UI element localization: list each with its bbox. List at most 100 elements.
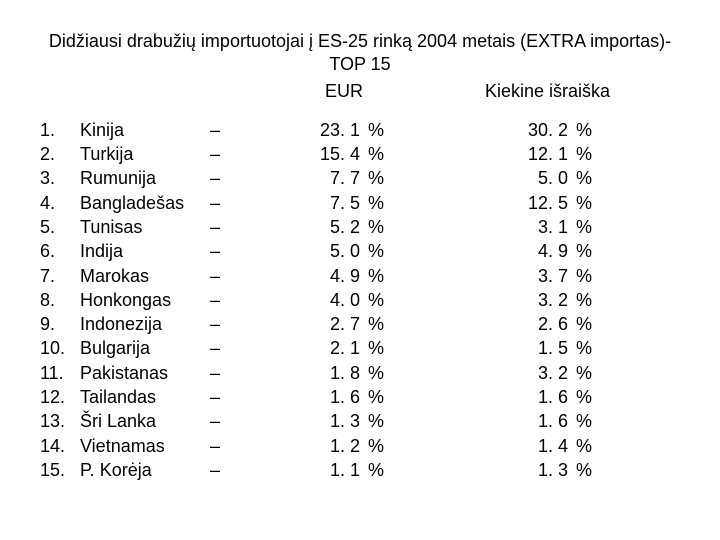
percent-symbol: % bbox=[576, 166, 596, 190]
gap-cell bbox=[388, 434, 508, 458]
country-cell: P. Korėja bbox=[80, 458, 210, 482]
country-cell: Bangladešas bbox=[80, 191, 210, 215]
table-row: 1.Kinija–23. 1%30. 2% bbox=[40, 118, 680, 142]
country-cell: Rumunija bbox=[80, 166, 210, 190]
dash-cell: – bbox=[210, 288, 240, 312]
qty-value-cell: 3. 2 bbox=[508, 288, 576, 312]
header-eur: EUR bbox=[325, 81, 425, 102]
rank-cell: 7. bbox=[40, 264, 80, 288]
percent-symbol: % bbox=[576, 118, 596, 142]
table-row: 14.Vietnamas–1. 2 %1. 4% bbox=[40, 434, 680, 458]
percent-symbol: % bbox=[576, 385, 596, 409]
country-cell: Bulgarija bbox=[80, 336, 210, 360]
dash-cell: – bbox=[210, 458, 240, 482]
eur-value-cell: 1. 6 bbox=[240, 385, 368, 409]
percent-symbol: % bbox=[368, 458, 388, 482]
percent-symbol: % bbox=[576, 191, 596, 215]
qty-value-cell: 3. 7 bbox=[508, 264, 576, 288]
qty-value-cell: 1. 6 bbox=[508, 409, 576, 433]
rank-cell: 2. bbox=[40, 142, 80, 166]
gap-cell bbox=[388, 409, 508, 433]
percent-symbol: % bbox=[576, 434, 596, 458]
table-row: 15.P. Korėja–1. 1%1. 3% bbox=[40, 458, 680, 482]
qty-value-cell: 5. 0 bbox=[508, 166, 576, 190]
dash-cell: – bbox=[210, 312, 240, 336]
percent-symbol: % bbox=[368, 434, 388, 458]
rank-cell: 5. bbox=[40, 215, 80, 239]
country-cell: Honkongas bbox=[80, 288, 210, 312]
rank-cell: 4. bbox=[40, 191, 80, 215]
table-row: 4.Bangladešas–7. 5%12. 5% bbox=[40, 191, 680, 215]
percent-symbol: % bbox=[368, 118, 388, 142]
title-line-2: TOP 15 bbox=[329, 54, 390, 74]
percent-symbol: % bbox=[368, 264, 388, 288]
eur-value-cell: 2. 7 bbox=[240, 312, 368, 336]
gap-cell bbox=[388, 264, 508, 288]
percent-symbol: % bbox=[368, 142, 388, 166]
eur-value-cell: 2. 1 bbox=[240, 336, 368, 360]
rank-cell: 14. bbox=[40, 434, 80, 458]
dash-cell: – bbox=[210, 336, 240, 360]
qty-value-cell: 1. 6 bbox=[508, 385, 576, 409]
qty-value-cell: 1. 3 bbox=[508, 458, 576, 482]
percent-symbol: % bbox=[368, 361, 388, 385]
percent-symbol: % bbox=[576, 142, 596, 166]
country-cell: Tunisas bbox=[80, 215, 210, 239]
rank-cell: 3. bbox=[40, 166, 80, 190]
table-row: 9.Indonezija–2. 7%2. 6% bbox=[40, 312, 680, 336]
eur-value-cell: 1. 2 bbox=[240, 434, 368, 458]
title-block: Didžiausi drabužių importuotojai į ES-25… bbox=[40, 30, 680, 77]
gap-cell bbox=[388, 312, 508, 336]
percent-symbol: % bbox=[576, 288, 596, 312]
rank-cell: 15. bbox=[40, 458, 80, 482]
eur-value-cell: 4. 0 bbox=[240, 288, 368, 312]
country-cell: Indija bbox=[80, 239, 210, 263]
dash-cell: – bbox=[210, 434, 240, 458]
qty-value-cell: 12. 1 bbox=[508, 142, 576, 166]
dash-cell: – bbox=[210, 361, 240, 385]
qty-value-cell: 1. 4 bbox=[508, 434, 576, 458]
percent-symbol: % bbox=[368, 336, 388, 360]
percent-symbol: % bbox=[368, 312, 388, 336]
qty-value-cell: 3. 1 bbox=[508, 215, 576, 239]
gap-cell bbox=[388, 215, 508, 239]
table-row: 13.Šri Lanka–1. 3%1. 6% bbox=[40, 409, 680, 433]
percent-symbol: % bbox=[368, 166, 388, 190]
country-cell: Pakistanas bbox=[80, 361, 210, 385]
eur-value-cell: 7. 7 bbox=[240, 166, 368, 190]
eur-value-cell: 1. 1 bbox=[240, 458, 368, 482]
rank-cell: 13. bbox=[40, 409, 80, 433]
gap-cell bbox=[388, 166, 508, 190]
gap-cell bbox=[388, 336, 508, 360]
table-row: 3.Rumunija–7. 7%5. 0% bbox=[40, 166, 680, 190]
rank-cell: 6. bbox=[40, 239, 80, 263]
percent-symbol: % bbox=[576, 409, 596, 433]
country-cell: Marokas bbox=[80, 264, 210, 288]
qty-value-cell: 12. 5 bbox=[508, 191, 576, 215]
country-cell: Kinija bbox=[80, 118, 210, 142]
rank-cell: 11. bbox=[40, 361, 80, 385]
gap-cell bbox=[388, 288, 508, 312]
gap-cell bbox=[388, 385, 508, 409]
table-row: 10.Bulgarija–2. 1%1. 5% bbox=[40, 336, 680, 360]
dash-cell: – bbox=[210, 166, 240, 190]
table-row: 7.Marokas–4. 9%3. 7% bbox=[40, 264, 680, 288]
table-row: 11.Pakistanas–1. 8%3. 2% bbox=[40, 361, 680, 385]
dash-cell: – bbox=[210, 264, 240, 288]
gap-cell bbox=[388, 142, 508, 166]
dash-cell: – bbox=[210, 215, 240, 239]
table-row: 8.Honkongas–4. 0%3. 2% bbox=[40, 288, 680, 312]
percent-symbol: % bbox=[576, 336, 596, 360]
dash-cell: – bbox=[210, 239, 240, 263]
gap-cell bbox=[388, 458, 508, 482]
eur-value-cell: 4. 9 bbox=[240, 264, 368, 288]
eur-value-cell: 5. 2 bbox=[240, 215, 368, 239]
rank-cell: 12. bbox=[40, 385, 80, 409]
qty-value-cell: 4. 9 bbox=[508, 239, 576, 263]
dash-cell: – bbox=[210, 385, 240, 409]
gap-cell bbox=[388, 239, 508, 263]
percent-symbol: % bbox=[368, 385, 388, 409]
percent-symbol: % bbox=[368, 191, 388, 215]
qty-value-cell: 30. 2 bbox=[508, 118, 576, 142]
qty-value-cell: 2. 6 bbox=[508, 312, 576, 336]
